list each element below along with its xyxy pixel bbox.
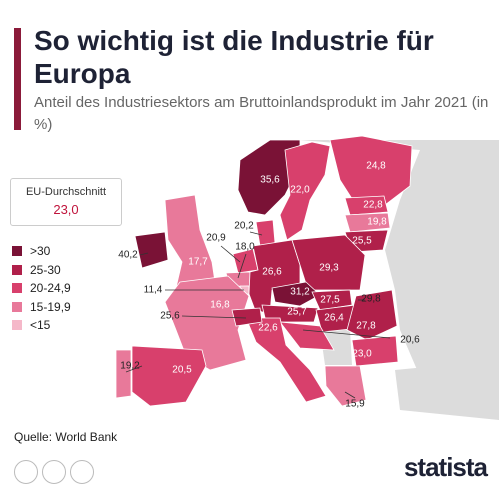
- value-label: 29,8: [361, 294, 381, 305]
- value-label: 20,6: [400, 335, 420, 346]
- legend-label: 15-19,9: [30, 299, 71, 314]
- value-label: 16,8: [210, 300, 230, 311]
- country: [291, 234, 366, 291]
- value-label: 35,6: [260, 175, 280, 186]
- legend-item: >30: [12, 242, 71, 261]
- legend-label: <15: [30, 318, 51, 333]
- value-label: 29,3: [319, 263, 339, 274]
- average-box: EU-Durchschnitt 23,0: [10, 178, 122, 226]
- accent-bar: [14, 28, 21, 130]
- country: [329, 135, 413, 206]
- value-labels: 35,6 22,0 24,8 22,8 19,8 25,5 20,2 40,2 17,7 20,9…: [118, 161, 420, 410]
- leader-line: [237, 253, 247, 279]
- value-label: 27,5: [320, 295, 340, 306]
- country: [324, 365, 367, 407]
- value-label: 25,7: [287, 307, 307, 318]
- value-label: 20,9: [206, 233, 226, 244]
- value-label: 26,6: [262, 267, 282, 278]
- value-label: 25,5: [352, 236, 372, 247]
- icon: [14, 460, 38, 484]
- legend-item: 15-19,9: [12, 298, 71, 317]
- legend: >30 25-30 20-24,9 15-19,9 <15: [12, 242, 71, 335]
- legend-item: 20-24,9: [12, 279, 71, 298]
- legend-swatch: [12, 301, 22, 312]
- land: [300, 140, 499, 420]
- leader-lines: [125, 231, 391, 399]
- value-label: 19,2: [120, 361, 140, 372]
- legend-swatch: [12, 283, 22, 294]
- country: [311, 289, 353, 311]
- subtitle: Anteil des Industriesektors am Bruttoinl…: [34, 94, 489, 133]
- leader-line: [302, 329, 391, 339]
- country: [279, 141, 331, 241]
- icon: [42, 460, 66, 484]
- value-label: 22,0: [290, 185, 310, 196]
- average-value: 23,0: [53, 202, 79, 217]
- average-label: EU-Durchschnitt: [25, 186, 107, 198]
- title: So wichtig ist die Industrie für Europa: [34, 25, 434, 89]
- leader-line: [249, 231, 263, 236]
- value-label: 15,9: [345, 399, 365, 410]
- country: [344, 212, 391, 233]
- value-label: 18,0: [235, 242, 255, 253]
- value-label: 25,6: [160, 311, 180, 322]
- country: [164, 275, 250, 371]
- country: [131, 345, 207, 407]
- legend-swatch: [12, 246, 22, 257]
- source: Quelle: World Bank: [14, 430, 118, 444]
- leader-line: [220, 245, 241, 263]
- brand-logo: statista: [403, 452, 488, 482]
- value-label: 11,4: [144, 285, 163, 296]
- country: [344, 195, 389, 216]
- value-label: 24,8: [366, 161, 386, 172]
- legend-swatch: [12, 264, 22, 275]
- legend-swatch: [12, 320, 22, 331]
- icon: [70, 460, 94, 484]
- value-label: 27,8: [356, 321, 376, 332]
- legend-item: <15: [12, 316, 71, 335]
- legend-label: 20-24,9: [30, 281, 71, 296]
- value-label: 31,2: [290, 287, 310, 298]
- value-label: 23,0: [352, 349, 372, 360]
- value-label: 22,8: [363, 200, 383, 211]
- country: [279, 321, 335, 351]
- legend-label: >30: [30, 244, 51, 259]
- land: [395, 360, 499, 420]
- value-label: 22,6: [258, 323, 278, 334]
- country: [245, 317, 327, 403]
- value-label: 40,2: [118, 250, 138, 261]
- country: [255, 219, 276, 247]
- countries: [115, 135, 413, 407]
- value-label: 20,2: [234, 221, 254, 232]
- value-label: 26,4: [324, 313, 344, 324]
- leader-line: [125, 365, 143, 373]
- country: [115, 349, 132, 399]
- leader-line: [344, 391, 356, 399]
- legend-item: 25-30: [12, 261, 71, 280]
- country: [237, 139, 301, 216]
- country: [271, 281, 321, 307]
- license-icons: [14, 460, 94, 484]
- value-label: 20,5: [172, 365, 192, 376]
- leader-line: [181, 315, 247, 319]
- land: [320, 330, 352, 365]
- country: [231, 307, 263, 327]
- legend-label: 25-30: [30, 262, 61, 277]
- country: [346, 289, 398, 341]
- country: [134, 231, 169, 269]
- value-label: 17,7: [188, 257, 208, 268]
- leader-line: [139, 252, 149, 256]
- value-label: 19,8: [367, 217, 387, 228]
